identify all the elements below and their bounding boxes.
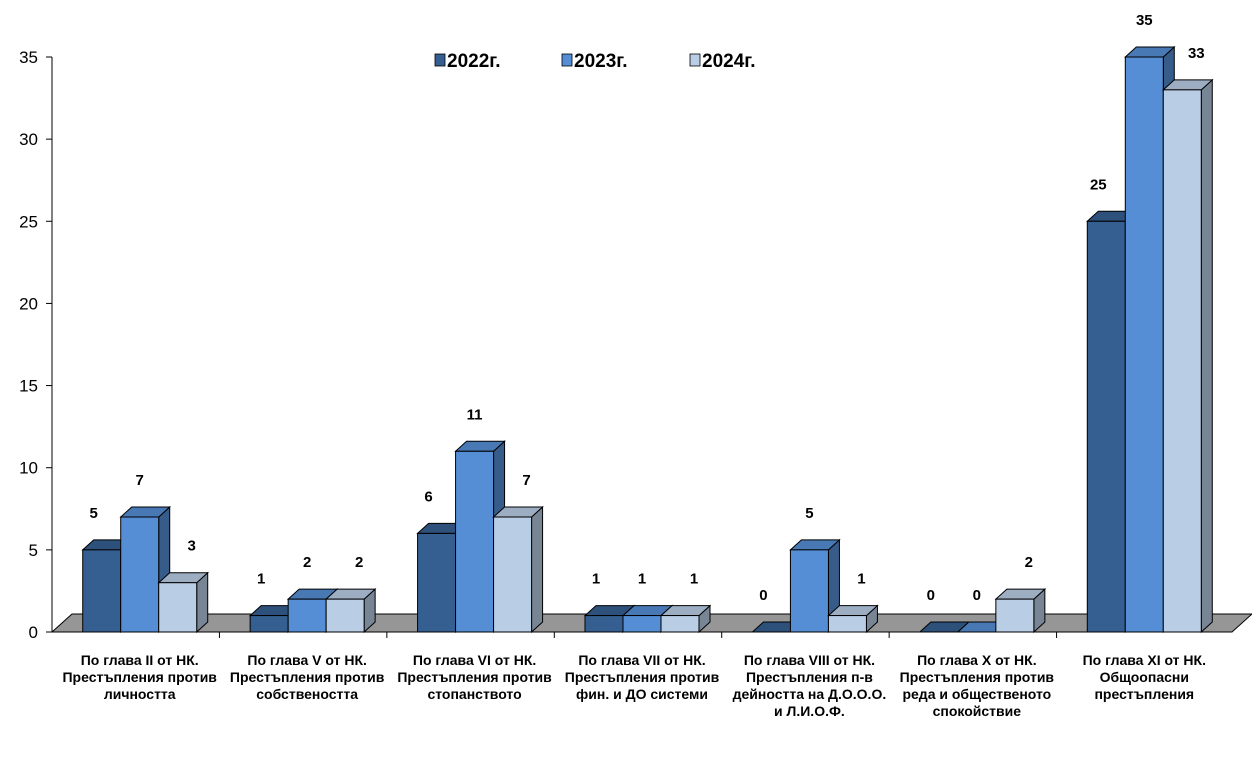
bar-front <box>287 598 327 633</box>
y-tick-label: 30 <box>19 130 38 149</box>
bar <box>324 588 377 634</box>
legend-label: 2024г. <box>702 51 756 72</box>
y-tick-label: 10 <box>19 459 38 478</box>
bar-front <box>1162 89 1202 633</box>
data-label: 0 <box>973 587 981 604</box>
data-label: 7 <box>136 472 144 489</box>
x-tick-label: По глава XI от НК. Общоопасни престъплен… <box>1082 652 1206 702</box>
data-label: 1 <box>638 571 646 588</box>
legend-label: 2023г. <box>574 51 628 72</box>
data-label: 7 <box>522 472 530 489</box>
bar-front <box>1124 56 1164 633</box>
bar-front <box>584 615 624 633</box>
y-tick-label: 5 <box>29 541 38 560</box>
y-tick-label: 35 <box>19 48 38 67</box>
data-label: 25 <box>1090 176 1107 193</box>
data-label: 1 <box>257 571 265 588</box>
legend-swatch <box>689 53 701 67</box>
legend-swatch <box>434 53 446 67</box>
data-label: 0 <box>759 587 767 604</box>
bar-front <box>789 549 829 633</box>
x-tick-label: По глава II от НК. Престъпления против л… <box>62 652 217 702</box>
x-tick-label: По глава X от НК. Престъпления против ре… <box>899 652 1055 719</box>
bar <box>492 505 544 634</box>
legend-swatch <box>561 53 573 67</box>
bar-side <box>531 505 544 634</box>
bar-front <box>995 598 1035 633</box>
bar-front <box>120 516 160 633</box>
data-label: 11 <box>467 406 483 423</box>
y-tick-label: 15 <box>19 377 38 396</box>
bar <box>827 604 879 634</box>
bar <box>1161 78 1214 634</box>
bar-front <box>622 615 662 633</box>
bar <box>659 604 712 634</box>
y-tick-label: 0 <box>29 623 38 642</box>
bar-front <box>325 598 365 633</box>
bar-front <box>1086 220 1126 633</box>
bar-front <box>158 582 198 633</box>
data-label: 5 <box>90 505 98 522</box>
data-label: 2 <box>1025 554 1033 571</box>
bar-front <box>82 549 122 633</box>
data-label: 33 <box>1188 45 1205 62</box>
bar <box>157 571 210 634</box>
x-tick-label: По глава VI от НК. Престъпления против с… <box>397 652 552 702</box>
legend-label: 2022г. <box>447 51 501 72</box>
data-label: 5 <box>805 505 813 522</box>
x-tick-label: По глава V от НК. Престъпления против со… <box>229 652 385 702</box>
x-tick-label: По глава VII от НК. Престъпления против … <box>564 652 720 702</box>
bar <box>994 588 1047 634</box>
bar-front <box>417 532 457 633</box>
y-tick-label: 25 <box>19 212 38 231</box>
data-label: 35 <box>1136 12 1153 29</box>
legend: 2022г. 2023г. 2024г. <box>434 51 756 72</box>
y-tick-label: 20 <box>19 294 38 313</box>
data-label: 3 <box>188 538 196 555</box>
bar-group <box>81 45 1214 634</box>
bar-side <box>1200 78 1213 634</box>
data-label: 6 <box>424 488 432 505</box>
data-label: 1 <box>690 571 698 588</box>
bar-front <box>493 516 533 633</box>
x-tick-label: По глава VIII от НК. Престъпления п-в де… <box>732 652 887 719</box>
data-label: 2 <box>355 554 363 571</box>
data-label: 1 <box>857 571 865 588</box>
bar-front <box>660 615 700 633</box>
bar-front <box>455 450 495 633</box>
data-label: 0 <box>927 587 935 604</box>
bar-front <box>249 615 289 633</box>
data-label: 1 <box>592 571 600 588</box>
data-label: 2 <box>303 554 311 571</box>
bar-front <box>827 615 867 633</box>
